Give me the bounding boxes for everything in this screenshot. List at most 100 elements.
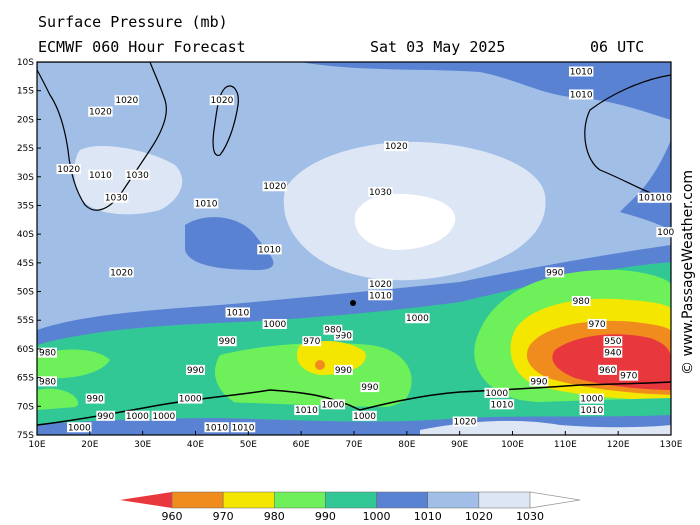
latitude-axis: 10S 15S 20S 25S 30S 35S 40S 45S 50S 55S 60S 65S 70S 7… (17, 58, 41, 441)
contour-label-bg (38, 347, 57, 358)
contour-label: 990 (546, 268, 563, 278)
contour-label-bg (88, 169, 113, 180)
contour-label: 1020 (57, 165, 80, 175)
lon-tick-label: 80E (398, 440, 415, 450)
contour-label: 1000 (126, 412, 149, 422)
contour-label: 1020 (89, 108, 112, 118)
contour-label: 1010 (638, 194, 661, 204)
colorbar-label: 1020 (465, 510, 493, 523)
lon-tick-label: 10E (28, 440, 45, 450)
contour-label-bg (579, 393, 604, 404)
contour-label: 990 (87, 395, 104, 405)
contour-label: 960 (599, 366, 616, 376)
contour-label: 970 (620, 372, 637, 382)
lat-tick-label: 30S (17, 173, 34, 183)
lon-tick-label: 50E (240, 440, 257, 450)
lat-tick-label: 15S (17, 87, 34, 97)
contour-label-bg (619, 370, 639, 381)
colorbar-label: 1030 (516, 510, 544, 523)
contour-label-bg (598, 364, 617, 375)
colorbar-swatch (274, 491, 326, 509)
contour-label: 990 (361, 383, 378, 393)
lon-tick-label: 100E (501, 440, 524, 450)
contour-label-bg (230, 422, 256, 433)
contour-label: 970 (588, 320, 605, 330)
contour-label: 1010 (369, 291, 392, 301)
forecast-date: Sat 03 May 2025 (370, 38, 506, 56)
lat-tick-label: 25S (17, 144, 34, 154)
contour-label-bg (125, 169, 150, 180)
contour-label: 980 (573, 297, 590, 307)
contour-label-bg (56, 164, 81, 175)
map-title: Surface Pressure (mb) (38, 13, 228, 31)
contour-label: 980 (39, 349, 56, 359)
contour-label: 980 (324, 326, 341, 336)
contour-label-bg (88, 106, 113, 117)
lat-tick-label: 10S (17, 58, 34, 68)
colorbar-swatch (325, 491, 377, 509)
colorbar-arrow-right (529, 491, 581, 509)
contour-label-bg (360, 382, 380, 393)
colorbar-swatch (171, 491, 224, 509)
contour-label: 1000 (580, 395, 603, 405)
contour-label: 1010 (490, 400, 513, 410)
contour-label-bg (109, 267, 134, 278)
contour-label: 990 (530, 377, 547, 387)
contour-label-bg (186, 364, 205, 375)
colorbar-arrow-left (120, 492, 172, 508)
contour-label-bg (529, 376, 549, 387)
colorbar-label: 980 (264, 510, 285, 523)
contour-label-bg (294, 405, 319, 416)
contour-label: 1020 (263, 182, 286, 192)
contour-label-bg (368, 278, 393, 289)
contour-label: 990 (219, 337, 236, 347)
contour-label-bg (225, 307, 250, 318)
contour-label: 1010 (226, 308, 249, 318)
contour-label: 1010 (205, 423, 228, 433)
contour-label: 1010 (89, 171, 112, 181)
contour-label-bg (262, 318, 287, 329)
contour-label-bg (67, 422, 92, 433)
lat-tick-label: 20S (17, 115, 34, 125)
contour-label-bg (209, 95, 235, 106)
contour-label-bg (104, 192, 129, 203)
contour-label: 950 (604, 337, 621, 347)
colorbar-label: 1000 (363, 510, 391, 523)
contour-label: 1010 (570, 90, 593, 100)
lat-tick-label: 60S (17, 345, 34, 355)
contour-label: 1020 (385, 142, 408, 152)
contour-label: 1020 (453, 418, 476, 428)
map-field (37, 62, 671, 435)
contour-label-bg (85, 393, 105, 404)
contour-label: 1000 (485, 389, 508, 399)
contour-label-bg (204, 422, 229, 433)
lon-tick-label: 120E (607, 440, 630, 450)
lon-tick-label: 30E (134, 440, 151, 450)
contour-label-bg (323, 324, 343, 335)
contour-label-bg (637, 192, 663, 203)
contour-label-bg (579, 405, 604, 416)
contour-label: 1030 (105, 194, 128, 204)
lat-tick-label: 50S (17, 288, 34, 298)
contour-label-bg (405, 313, 430, 324)
colorbar-label: 960 (162, 510, 183, 523)
colorbar-label: 970 (213, 510, 234, 523)
colorbar-swatch (222, 491, 275, 509)
contour-label-bg (568, 66, 594, 77)
contour-label-bg (257, 244, 282, 255)
contour-label: 990 (335, 366, 352, 376)
model-label: ECMWF 060 Hour Forecast (38, 38, 246, 56)
contour-label-bg (217, 336, 237, 347)
contour-label-bg (320, 399, 346, 410)
forecast-time: 06 UTC (590, 38, 645, 56)
contour-label-bg (38, 376, 57, 387)
colorbar-swatch (478, 491, 531, 509)
contour-label: 990 (335, 331, 352, 341)
contour-label: 1010 (295, 406, 318, 416)
contour-label-bg (484, 387, 509, 398)
contour-label: 1020 (210, 96, 233, 106)
lon-tick-label: 90E (451, 440, 468, 450)
lat-tick-label: 40S (17, 230, 34, 240)
contour-label: 1000 (353, 412, 376, 422)
